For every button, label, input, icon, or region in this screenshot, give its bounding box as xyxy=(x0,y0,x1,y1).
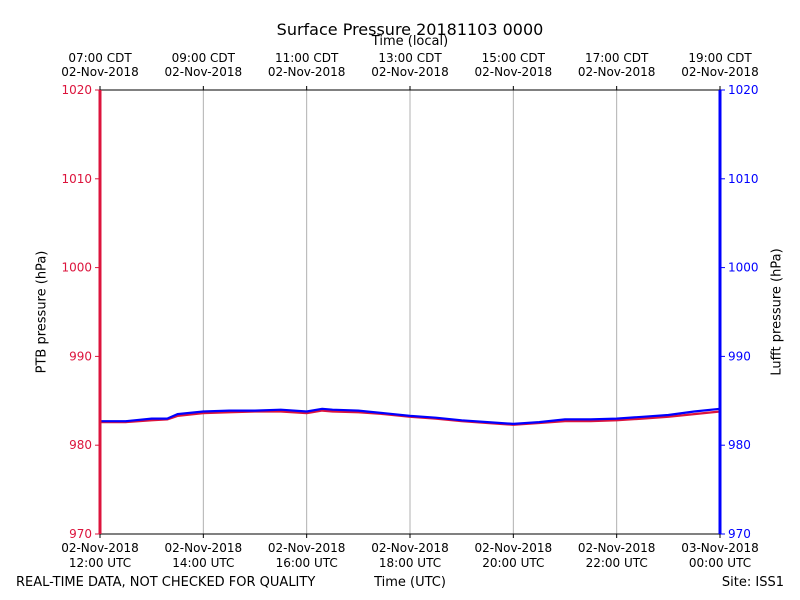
top-x-tick-label: 02-Nov-2018 xyxy=(371,65,449,79)
site-label: Site: ISS1 xyxy=(721,575,784,590)
left-y-tick-label: 1010 xyxy=(61,172,92,186)
bottom-x-tick-label: 12:00 UTC xyxy=(69,556,131,570)
bottom-x-tick-label: 02-Nov-2018 xyxy=(61,541,139,555)
top-x-tick-label: 15:00 CDT xyxy=(482,51,546,65)
quality-note: REAL-TIME DATA, NOT CHECKED FOR QUALITY xyxy=(16,575,316,590)
top-x-tick-label: 19:00 CDT xyxy=(688,51,752,65)
bottom-x-tick-label: 20:00 UTC xyxy=(482,556,544,570)
top-x-tick-label: 17:00 CDT xyxy=(585,51,649,65)
bottom-x-tick-label: 18:00 UTC xyxy=(379,556,441,570)
series-layer xyxy=(100,407,721,426)
left-y-tick-label: 1020 xyxy=(61,83,92,97)
bottom-x-tick-label: 03-Nov-2018 xyxy=(681,541,759,555)
bottom-x-tick-label: 02-Nov-2018 xyxy=(475,541,553,555)
bottom-x-tick-label: 00:00 UTC xyxy=(689,556,751,570)
top-x-tick-label: 02-Nov-2018 xyxy=(61,65,139,79)
ticks-layer: 970 970 980 980 990 990 1000 1000 1010 1010 1020 10… xyxy=(61,51,759,570)
bottom-x-tick-label: 16:00 UTC xyxy=(276,556,338,570)
top-x-tick-label: 07:00 CDT xyxy=(68,51,132,65)
top-x-tick-label: 11:00 CDT xyxy=(275,51,339,65)
left-y-tick-label: 980 xyxy=(69,438,92,452)
bottom-axis-label: Time (UTC) xyxy=(374,575,446,590)
right-y-tick-label: 1020 xyxy=(728,83,759,97)
bottom-x-tick-label: 14:00 UTC xyxy=(172,556,234,570)
right-y-tick-label: 1000 xyxy=(728,261,759,275)
left-y-axis-label: PTB pressure (hPa) xyxy=(34,250,50,374)
top-x-tick-label: 02-Nov-2018 xyxy=(165,65,243,79)
left-y-tick-label: 1000 xyxy=(61,261,92,275)
top-x-tick-label: 02-Nov-2018 xyxy=(268,65,346,79)
bottom-x-tick-label: 02-Nov-2018 xyxy=(268,541,346,555)
top-x-tick-label: 13:00 CDT xyxy=(378,51,442,65)
top-x-tick-label: 02-Nov-2018 xyxy=(681,65,759,79)
grid-layer xyxy=(202,90,618,534)
lufft-pressure-line xyxy=(100,407,721,425)
right-y-tick-label: 970 xyxy=(728,527,751,541)
left-y-tick-label: 970 xyxy=(69,527,92,541)
right-y-tick-label: 990 xyxy=(728,349,751,363)
right-y-axis-label: Lufft pressure (hPa) xyxy=(769,248,785,376)
bottom-x-tick-label: 02-Nov-2018 xyxy=(165,541,243,555)
top-x-tick-label: 09:00 CDT xyxy=(172,51,236,65)
top-x-tick-label: 02-Nov-2018 xyxy=(578,65,656,79)
bottom-x-tick-label: 02-Nov-2018 xyxy=(578,541,656,555)
top-x-tick-label: 02-Nov-2018 xyxy=(475,65,553,79)
bottom-x-tick-label: 02-Nov-2018 xyxy=(371,541,449,555)
right-y-tick-label: 980 xyxy=(728,438,751,452)
right-y-tick-label: 1010 xyxy=(728,172,759,186)
top-axis-label: Time (local) xyxy=(371,34,449,49)
chart-title: Surface Pressure 20181103 0000 xyxy=(276,20,544,39)
left-y-tick-label: 990 xyxy=(69,349,92,363)
bottom-x-tick-label: 22:00 UTC xyxy=(586,556,648,570)
